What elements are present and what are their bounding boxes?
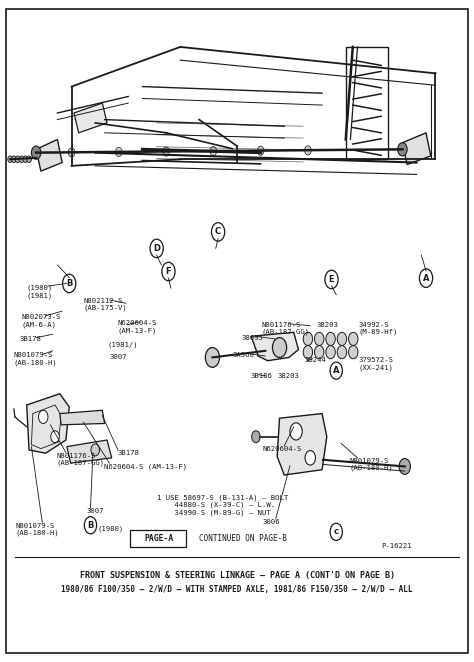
Text: 379572-S
(XX-241): 379572-S (XX-241) bbox=[359, 357, 394, 371]
Text: 3007: 3007 bbox=[87, 508, 104, 514]
Text: 3A360: 3A360 bbox=[232, 352, 254, 358]
Circle shape bbox=[91, 444, 100, 456]
Polygon shape bbox=[60, 410, 105, 425]
Text: N801079-S
(AB-180-H): N801079-S (AB-180-H) bbox=[16, 522, 60, 536]
Text: N620604-S (AM-13-F): N620604-S (AM-13-F) bbox=[104, 463, 187, 469]
Text: (1980): (1980) bbox=[98, 525, 124, 532]
FancyBboxPatch shape bbox=[6, 9, 468, 653]
Text: N620604-S
(AM-13-F): N620604-S (AM-13-F) bbox=[118, 320, 157, 334]
Text: P-16221: P-16221 bbox=[381, 543, 412, 549]
Text: N801176-S
(AB-187-GG): N801176-S (AB-187-GG) bbox=[56, 453, 105, 466]
Text: 34992-S
(M-89-Hf): 34992-S (M-89-Hf) bbox=[359, 322, 398, 335]
Circle shape bbox=[315, 332, 324, 346]
Circle shape bbox=[210, 146, 217, 156]
Circle shape bbox=[19, 156, 24, 163]
Text: 38203: 38203 bbox=[277, 373, 299, 379]
Circle shape bbox=[305, 451, 316, 465]
Text: A: A bbox=[333, 366, 339, 375]
Circle shape bbox=[27, 156, 31, 163]
Text: c: c bbox=[334, 528, 339, 536]
Text: 3006: 3006 bbox=[263, 519, 281, 525]
Circle shape bbox=[290, 423, 302, 440]
Polygon shape bbox=[277, 414, 327, 475]
Text: 38203: 38203 bbox=[317, 322, 338, 328]
Text: N801176-S
(AB-187-GG): N801176-S (AB-187-GG) bbox=[262, 322, 310, 335]
Circle shape bbox=[31, 146, 41, 160]
Text: C: C bbox=[215, 228, 221, 236]
Text: 1 USE 58697-S (B-131-A) — BOLT
    44880-S (X-39-C) — L.W.
    34990-S (M-89-G) : 1 USE 58697-S (B-131-A) — BOLT 44880-S (… bbox=[156, 494, 288, 516]
Text: (1981/): (1981/) bbox=[107, 342, 137, 348]
Text: B: B bbox=[87, 521, 94, 530]
Text: N801079-S
(AB-180-H): N801079-S (AB-180-H) bbox=[14, 352, 58, 365]
Text: 3007: 3007 bbox=[109, 354, 127, 360]
Circle shape bbox=[337, 346, 346, 359]
Circle shape bbox=[305, 146, 311, 155]
Circle shape bbox=[116, 148, 122, 157]
Circle shape bbox=[205, 348, 219, 367]
Text: A: A bbox=[423, 273, 429, 283]
Circle shape bbox=[38, 410, 48, 424]
Text: N802073-S
(AM-6-A): N802073-S (AM-6-A) bbox=[22, 314, 61, 328]
Text: 1980/86 F100/350 – 2/W/D – WITH STAMPED AXLE, 1981/86 F150/350 – 2/W/D – ALL: 1980/86 F100/350 – 2/W/D – WITH STAMPED … bbox=[61, 585, 413, 594]
Text: 38244: 38244 bbox=[305, 357, 327, 363]
Circle shape bbox=[23, 156, 27, 163]
FancyBboxPatch shape bbox=[130, 530, 186, 547]
Circle shape bbox=[348, 346, 358, 359]
Circle shape bbox=[303, 346, 313, 359]
Circle shape bbox=[15, 156, 20, 163]
Circle shape bbox=[399, 459, 410, 475]
Text: B: B bbox=[66, 279, 73, 288]
Circle shape bbox=[11, 156, 16, 163]
Circle shape bbox=[326, 346, 335, 359]
Circle shape bbox=[8, 156, 12, 163]
Circle shape bbox=[348, 332, 358, 346]
Text: N620604-S: N620604-S bbox=[262, 446, 301, 452]
Polygon shape bbox=[251, 332, 299, 361]
Text: 3B178: 3B178 bbox=[19, 336, 41, 342]
Text: F: F bbox=[165, 267, 171, 276]
Text: 3B186: 3B186 bbox=[250, 373, 272, 379]
Circle shape bbox=[273, 338, 287, 357]
Circle shape bbox=[326, 332, 335, 346]
Polygon shape bbox=[402, 133, 431, 165]
FancyBboxPatch shape bbox=[10, 14, 464, 384]
Text: CONTINUED ON PAGE-B: CONTINUED ON PAGE-B bbox=[199, 534, 287, 544]
Text: N801079-S
(AB-180-H): N801079-S (AB-180-H) bbox=[349, 458, 393, 471]
Circle shape bbox=[303, 332, 313, 346]
Text: N802112-S
(AB-175-V): N802112-S (AB-175-V) bbox=[83, 298, 127, 311]
Circle shape bbox=[337, 332, 346, 346]
Circle shape bbox=[51, 431, 59, 443]
Text: D: D bbox=[153, 244, 160, 253]
Polygon shape bbox=[36, 140, 62, 171]
Text: FRONT SUSPENSION & STEERING LINKAGE – PAGE A (CONT'D ON PAGE B): FRONT SUSPENSION & STEERING LINKAGE – PA… bbox=[80, 571, 394, 580]
Circle shape bbox=[315, 346, 324, 359]
Circle shape bbox=[252, 431, 260, 443]
Text: 3B178: 3B178 bbox=[118, 450, 140, 456]
Text: (1980)
(1981): (1980) (1981) bbox=[27, 285, 53, 299]
Circle shape bbox=[257, 146, 264, 156]
Circle shape bbox=[163, 147, 169, 156]
Text: E: E bbox=[328, 275, 334, 284]
Circle shape bbox=[398, 143, 407, 156]
Polygon shape bbox=[74, 103, 107, 133]
Text: 38095: 38095 bbox=[242, 335, 264, 341]
Circle shape bbox=[68, 148, 75, 157]
Text: PAGE-A: PAGE-A bbox=[145, 534, 173, 544]
Polygon shape bbox=[27, 394, 69, 453]
Polygon shape bbox=[67, 440, 112, 463]
